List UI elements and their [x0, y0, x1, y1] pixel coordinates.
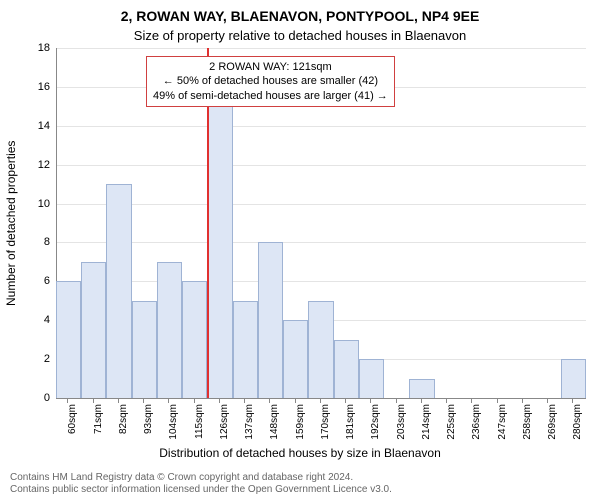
x-tick-mark — [547, 398, 548, 403]
y-tick-label: 4 — [20, 314, 50, 326]
gridline — [56, 204, 586, 205]
histogram-bar — [56, 281, 81, 398]
plot-area: 02468101214161860sqm71sqm82sqm93sqm104sq… — [56, 48, 586, 398]
x-tick-mark — [522, 398, 523, 403]
gridline — [56, 281, 586, 282]
histogram-bar — [132, 301, 157, 398]
histogram-bar — [258, 242, 283, 398]
y-tick-label: 8 — [20, 236, 50, 248]
y-tick-label: 0 — [20, 392, 50, 404]
x-axis-line — [56, 398, 586, 399]
chart-title-line1: 2, ROWAN WAY, BLAENAVON, PONTYPOOL, NP4 … — [0, 8, 600, 24]
y-tick-label: 12 — [20, 159, 50, 171]
x-tick-mark — [118, 398, 119, 403]
x-tick-mark — [396, 398, 397, 403]
histogram-bar — [233, 301, 258, 398]
gridline — [56, 165, 586, 166]
x-tick-mark — [446, 398, 447, 403]
y-tick-label: 14 — [20, 120, 50, 132]
y-tick-label: 16 — [20, 81, 50, 93]
x-tick-mark — [219, 398, 220, 403]
annotation-box: 2 ROWAN WAY: 121sqm← 50% of detached hou… — [146, 56, 395, 107]
annotation-line2: ← 50% of detached houses are smaller (42… — [153, 74, 388, 88]
x-tick-mark — [471, 398, 472, 403]
y-tick-label: 2 — [20, 353, 50, 365]
x-tick-mark — [320, 398, 321, 403]
x-tick-mark — [168, 398, 169, 403]
x-tick-mark — [194, 398, 195, 403]
x-tick-mark — [572, 398, 573, 403]
gridline — [56, 126, 586, 127]
chart-title-line2: Size of property relative to detached ho… — [0, 28, 600, 43]
annotation-line1: 2 ROWAN WAY: 121sqm — [153, 60, 388, 74]
gridline — [56, 48, 586, 49]
x-tick-mark — [295, 398, 296, 403]
histogram-bar — [81, 262, 106, 398]
histogram-bar — [359, 359, 384, 398]
footer-line2: Contains public sector information licen… — [10, 484, 392, 496]
chart-container: 2, ROWAN WAY, BLAENAVON, PONTYPOOL, NP4 … — [0, 0, 600, 500]
histogram-bar — [308, 301, 333, 398]
x-tick-mark — [497, 398, 498, 403]
x-tick-mark — [67, 398, 68, 403]
x-tick-mark — [93, 398, 94, 403]
x-axis-label: Distribution of detached houses by size … — [0, 446, 600, 460]
x-tick-mark — [244, 398, 245, 403]
gridline — [56, 242, 586, 243]
x-tick-mark — [269, 398, 270, 403]
y-axis-label: Number of detached properties — [4, 140, 18, 305]
x-tick-mark — [143, 398, 144, 403]
histogram-bar — [157, 262, 182, 398]
histogram-bar — [106, 184, 131, 398]
histogram-bar — [207, 87, 232, 398]
histogram-bar — [409, 379, 434, 398]
histogram-bar — [283, 320, 308, 398]
y-tick-label: 18 — [20, 42, 50, 54]
x-tick-mark — [345, 398, 346, 403]
footer-text: Contains HM Land Registry data © Crown c… — [10, 472, 392, 496]
histogram-bar — [182, 281, 207, 398]
x-tick-mark — [421, 398, 422, 403]
histogram-bar — [561, 359, 586, 398]
y-tick-label: 6 — [20, 275, 50, 287]
annotation-line3: 49% of semi-detached houses are larger (… — [153, 89, 388, 103]
x-tick-mark — [370, 398, 371, 403]
footer-line1: Contains HM Land Registry data © Crown c… — [10, 472, 392, 484]
y-tick-label: 10 — [20, 198, 50, 210]
histogram-bar — [334, 340, 359, 398]
